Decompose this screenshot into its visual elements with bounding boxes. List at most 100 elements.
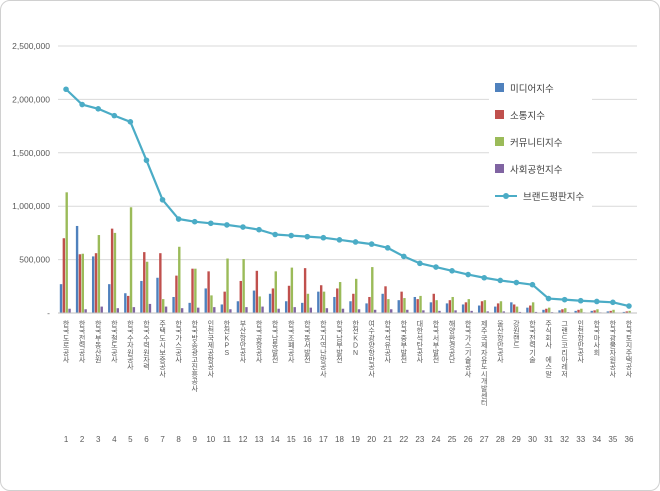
bar xyxy=(175,275,178,313)
line-marker xyxy=(626,303,632,309)
rank-label: 2 xyxy=(80,435,85,444)
rank-label: 3 xyxy=(96,435,101,444)
rank-label: 25 xyxy=(448,435,457,444)
bar xyxy=(357,309,361,313)
bar xyxy=(590,310,593,313)
y-tick-label: 2,500,000 xyxy=(12,41,50,51)
rank-label: 22 xyxy=(399,435,408,444)
bar xyxy=(355,278,358,313)
bar xyxy=(116,308,119,313)
line-marker xyxy=(449,268,455,274)
line-marker xyxy=(79,101,85,108)
bar xyxy=(268,293,272,313)
bar xyxy=(381,293,384,313)
line-marker xyxy=(336,237,343,243)
line-marker xyxy=(417,260,423,267)
legend-label-communication: 소통지수 xyxy=(510,110,545,122)
rank-label: 34 xyxy=(592,435,601,444)
bar-series xyxy=(59,225,626,313)
bar xyxy=(132,307,136,313)
bar xyxy=(94,253,98,313)
bar xyxy=(593,310,596,313)
bar-series xyxy=(68,303,634,313)
bar xyxy=(365,303,368,313)
bar xyxy=(143,252,146,313)
rank-label: 7 xyxy=(160,435,165,444)
line-marker xyxy=(529,281,536,288)
bar xyxy=(371,267,374,313)
line-marker xyxy=(352,239,359,245)
line-marker xyxy=(481,274,488,281)
rank-label: 13 xyxy=(255,435,264,444)
bar xyxy=(558,310,561,313)
bar xyxy=(448,300,452,313)
bar xyxy=(333,296,336,313)
line-marker xyxy=(561,296,568,303)
rank-label: 21 xyxy=(383,435,392,444)
y-tick-label: 2,000,000 xyxy=(12,94,50,104)
bar xyxy=(75,225,79,313)
bar xyxy=(454,310,457,313)
y-tick-label: 1,500,000 xyxy=(12,148,50,158)
bar xyxy=(108,284,111,313)
rank-label: 18 xyxy=(335,435,344,444)
rank-label: 35 xyxy=(608,435,617,444)
line-marker xyxy=(577,297,584,304)
bar xyxy=(309,307,312,313)
bar xyxy=(609,310,612,313)
bar-series xyxy=(65,192,631,313)
bar xyxy=(124,293,127,313)
bar xyxy=(419,295,422,313)
bar xyxy=(325,308,329,313)
bar xyxy=(580,308,583,313)
bar xyxy=(502,311,505,313)
bar xyxy=(197,307,200,313)
chart-legend: 미디어지수 소통지수 커뮤니티지수 사회공헌지수 브랜드평판지수 xyxy=(489,71,593,212)
rank-label: 19 xyxy=(351,435,360,444)
line-marker xyxy=(127,119,134,125)
bar xyxy=(529,305,532,313)
bar xyxy=(172,296,175,313)
rank-label: 9 xyxy=(192,435,197,444)
rank-label: 26 xyxy=(464,435,473,444)
rank-labels: 1 2 3 4 5 6 7 8 9 10 11 12 13 14 15 16 17 18 19 20 21 22 23 24 2… xyxy=(64,435,634,444)
bar xyxy=(628,310,631,313)
bar xyxy=(194,268,197,313)
bar xyxy=(91,256,95,313)
rank-label: 28 xyxy=(496,435,505,444)
bar xyxy=(207,271,210,313)
legend-swatch-media-icon xyxy=(495,83,504,92)
bar xyxy=(180,308,184,313)
line-marker xyxy=(545,295,552,302)
bar xyxy=(140,280,143,313)
bar xyxy=(534,311,538,313)
bar xyxy=(499,301,503,313)
line-marker xyxy=(207,220,214,227)
bar xyxy=(526,307,529,313)
line-marker xyxy=(288,232,295,239)
brand-index-line xyxy=(65,88,630,308)
line-marker xyxy=(304,233,311,240)
legend-label-community: 커뮤니티지수 xyxy=(510,137,563,149)
bar xyxy=(477,305,481,313)
legend-label-brand: 브랜드평판지수 xyxy=(523,191,585,203)
bar xyxy=(65,192,68,313)
bar xyxy=(486,311,489,313)
bar xyxy=(317,291,320,313)
bar xyxy=(110,228,114,313)
bar xyxy=(368,296,371,313)
